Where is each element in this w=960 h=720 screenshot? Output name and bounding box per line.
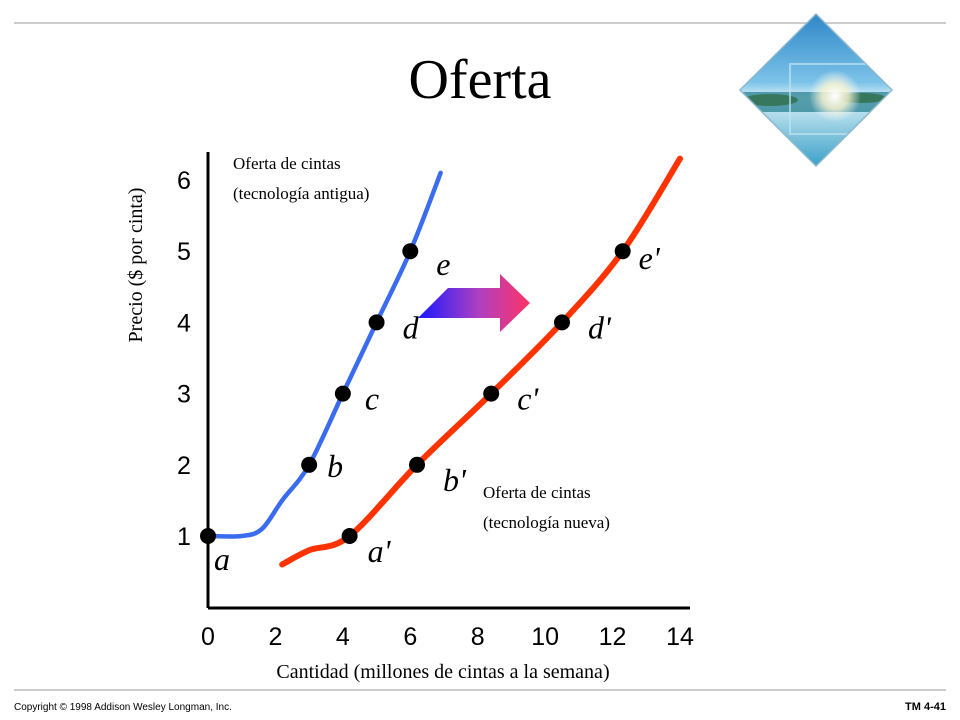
- point-label: c': [517, 381, 539, 417]
- x-tick-label: 10: [531, 623, 559, 651]
- new-tech-supply-curve: [279, 155, 683, 568]
- data-point-c-prime: [483, 385, 500, 402]
- data-point-b: [301, 456, 318, 473]
- point-label: d: [403, 309, 420, 345]
- data-point-d: [368, 314, 385, 331]
- y-tick-labels: 1 2 3 4 5 6: [177, 167, 191, 551]
- y-axis-label: Precio ($ por cinta): [125, 188, 147, 343]
- x-tick-labels: 0 2 4 6 8 10 12 14: [201, 623, 694, 651]
- y-tick-label: 2: [177, 452, 191, 480]
- data-point-e-prime: [614, 243, 631, 260]
- data-point-a-prime: [341, 528, 358, 544]
- old-tech-legend-line-2: (tecnología antigua): [233, 184, 369, 203]
- data-point-b-prime: [409, 456, 426, 473]
- y-tick-label: 6: [177, 167, 191, 195]
- x-axis-label: Cantidad (millones de cintas a la semana…: [276, 661, 609, 683]
- x-tick-label: 0: [201, 623, 215, 651]
- x-tick-label: 6: [403, 623, 417, 651]
- diamond-ocean-photo-logo: [738, 12, 894, 168]
- y-tick-label: 3: [177, 381, 191, 409]
- x-tick-label: 14: [666, 623, 694, 651]
- point-label: e': [639, 240, 661, 276]
- copyright-text: Copyright © 1998 Addison Wesley Longman,…: [14, 702, 232, 713]
- x-tick-label: 12: [599, 623, 627, 651]
- y-tick-label: 1: [177, 523, 191, 551]
- x-tick-label: 4: [336, 623, 350, 651]
- data-point-c: [334, 385, 351, 402]
- point-label: d': [588, 309, 612, 345]
- new-tech-legend: Oferta de cintas (tecnología nueva): [483, 483, 610, 532]
- data-point-d-prime: [554, 314, 570, 331]
- point-label: b: [327, 448, 343, 484]
- point-label: b': [443, 462, 467, 498]
- point-label: a': [368, 533, 392, 569]
- new-tech-legend-line-2: (tecnología nueva): [483, 513, 610, 532]
- x-tick-label: 2: [268, 623, 282, 651]
- y-tick-label: 5: [177, 238, 191, 266]
- old-tech-legend: Oferta de cintas (tecnología antigua): [233, 154, 369, 203]
- old-tech-legend-line-1: Oferta de cintas: [233, 154, 341, 173]
- point-label: c: [365, 381, 379, 417]
- slide-title: Oferta: [408, 49, 551, 111]
- old-tech-supply-curve: [205, 170, 443, 539]
- data-point-e: [402, 243, 419, 260]
- data-point-a: [200, 528, 216, 544]
- x-tick-label: 8: [471, 623, 485, 651]
- shift-right-arrow: [418, 274, 530, 332]
- slide-number: TM 4-41: [905, 701, 946, 713]
- point-label: e: [436, 246, 450, 282]
- new-tech-legend-line-1: Oferta de cintas: [483, 483, 591, 502]
- point-label: a: [214, 541, 230, 577]
- y-tick-label: 4: [177, 309, 191, 337]
